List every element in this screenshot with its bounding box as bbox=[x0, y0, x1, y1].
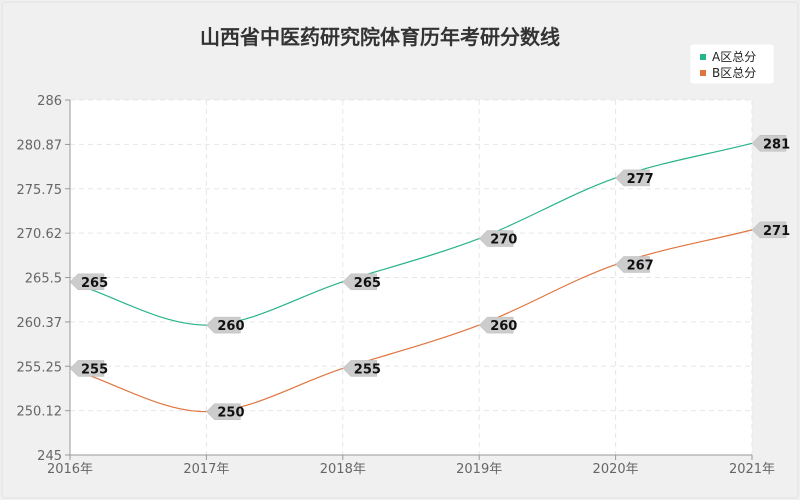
x-tick-label: 2018年 bbox=[320, 462, 366, 477]
data-label-bg bbox=[478, 230, 514, 247]
y-tick-label: 286 bbox=[37, 94, 62, 109]
y-tick-label: 245 bbox=[37, 449, 62, 464]
x-tick-label: 2021年 bbox=[729, 462, 775, 477]
data-label-bg bbox=[478, 316, 514, 334]
data-label: 281 bbox=[751, 135, 790, 152]
chart-title: 山西省中医药研究院体育历年考研分数线 bbox=[200, 25, 560, 49]
y-tick-label: 260.37 bbox=[17, 316, 63, 331]
x-tick-label: 2019年 bbox=[456, 462, 502, 477]
y-tick-label: 255.25 bbox=[17, 360, 63, 375]
data-label-bg bbox=[342, 273, 378, 291]
data-label: 255 bbox=[342, 360, 381, 377]
legend-label[interactable]: A区总分 bbox=[712, 50, 756, 64]
data-label-text: 265 bbox=[81, 276, 108, 291]
data-label-text: 260 bbox=[490, 319, 517, 334]
data-label-bg bbox=[615, 169, 650, 187]
legend: A区总分 B区总分 bbox=[689, 43, 775, 85]
data-label: 265 bbox=[342, 273, 381, 291]
data-label: 260 bbox=[478, 316, 517, 334]
y-tick-label: 270.62 bbox=[17, 227, 63, 242]
y-tick-label: 250.12 bbox=[17, 405, 63, 420]
data-label: 270 bbox=[478, 230, 517, 248]
legend-box bbox=[689, 43, 775, 85]
legend-label[interactable]: B区总分 bbox=[712, 66, 756, 80]
data-label-text: 260 bbox=[217, 319, 244, 334]
data-label-bg bbox=[751, 221, 787, 239]
data-label: 277 bbox=[615, 169, 654, 187]
legend-marker bbox=[700, 70, 706, 76]
data-label-bg bbox=[206, 316, 241, 334]
data-label-text: 267 bbox=[627, 259, 654, 274]
data-label-text: 265 bbox=[354, 276, 381, 291]
data-label-bg bbox=[206, 403, 241, 420]
data-label: 260 bbox=[206, 316, 245, 334]
data-label-text: 255 bbox=[81, 362, 108, 377]
data-label-text: 277 bbox=[627, 172, 654, 187]
data-label-text: 270 bbox=[490, 233, 517, 248]
data-label-text: 255 bbox=[354, 362, 381, 377]
data-label-text: 281 bbox=[763, 137, 790, 152]
data-label: 271 bbox=[751, 221, 790, 239]
legend-marker bbox=[700, 54, 706, 60]
data-label-bg bbox=[751, 135, 787, 152]
data-label: 265 bbox=[69, 273, 108, 291]
data-label: 267 bbox=[615, 256, 654, 274]
data-label-bg bbox=[69, 273, 105, 291]
x-tick-label: 2016年 bbox=[47, 462, 93, 477]
data-label-text: 250 bbox=[217, 406, 244, 421]
data-label-bg bbox=[342, 360, 378, 377]
y-tick-label: 280.87 bbox=[17, 138, 63, 153]
x-tick-label: 2020年 bbox=[593, 462, 639, 477]
data-label: 250 bbox=[206, 403, 245, 421]
y-tick-label: 275.75 bbox=[17, 183, 63, 198]
data-label: 255 bbox=[69, 360, 108, 377]
x-tick-label: 2017年 bbox=[183, 462, 229, 477]
data-label-text: 271 bbox=[763, 224, 790, 239]
y-tick-label: 265.5 bbox=[25, 272, 62, 287]
data-label-bg bbox=[615, 256, 650, 273]
data-label-bg bbox=[69, 360, 105, 377]
